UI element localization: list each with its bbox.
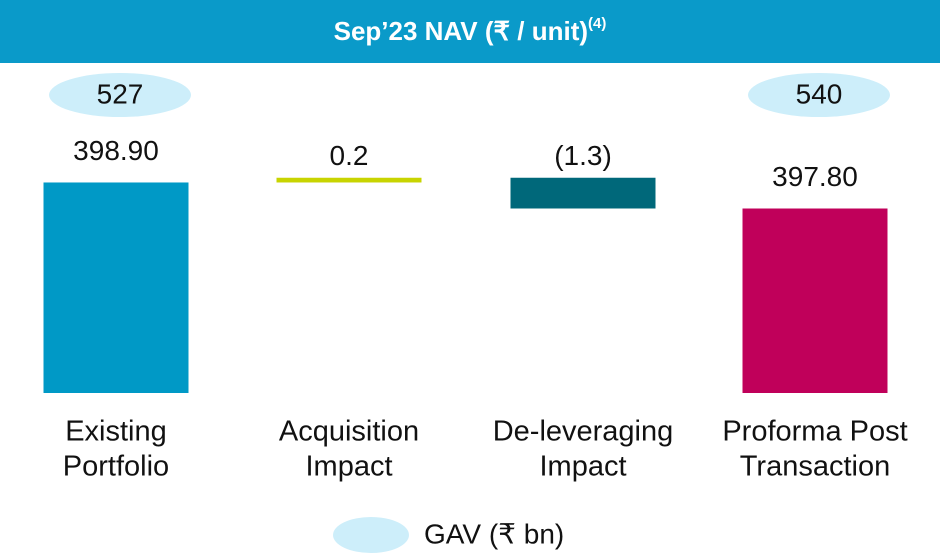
legend-swatch — [333, 517, 409, 553]
category-label: Transaction — [740, 451, 890, 483]
bar — [510, 177, 656, 209]
value-label: 398.90 — [73, 135, 159, 166]
gav-bubble — [748, 73, 890, 117]
title-text: Sep’23 NAV (₹ / unit) — [334, 16, 588, 46]
bar — [742, 208, 888, 393]
bar — [276, 177, 422, 183]
bar — [43, 182, 189, 393]
gav-bubble — [49, 73, 191, 117]
value-label: 397.80 — [772, 161, 858, 192]
header-bar — [0, 0, 940, 63]
category-label: Acquisition — [279, 416, 419, 448]
chart-title: Sep’23 NAV (₹ / unit)(4) — [334, 15, 607, 46]
category-label: Existing — [65, 416, 167, 448]
title-superscript: (4) — [588, 15, 606, 32]
gav-label: 527 — [97, 78, 144, 109]
category-label: De-leveraging — [493, 416, 674, 448]
value-label: (1.3) — [554, 140, 612, 171]
category-label: Impact — [539, 451, 626, 483]
gav-label: 540 — [796, 78, 843, 109]
category-label: Portfolio — [63, 451, 169, 483]
category-label: Proforma Post — [722, 416, 907, 448]
value-label: 0.2 — [330, 140, 369, 171]
category-label: Impact — [305, 451, 392, 483]
legend-label: GAV (₹ bn) — [424, 518, 564, 549]
